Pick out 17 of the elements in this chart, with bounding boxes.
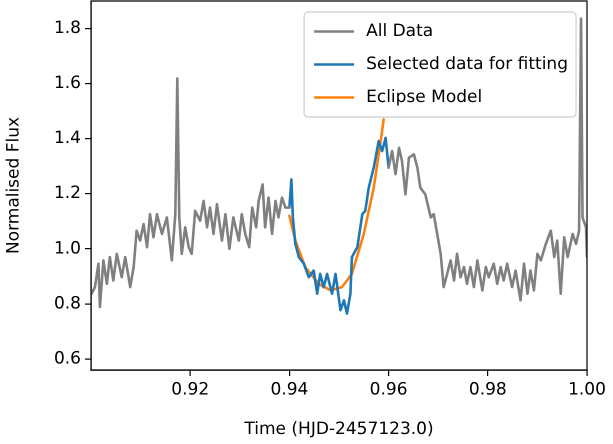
x-tick-label: 0.92 [171,380,210,400]
y-tick-label: 0.8 [54,293,81,314]
x-tick-label: 1.00 [568,380,606,400]
y-tick-label: 1.2 [54,183,81,204]
y-tick-label: 1.4 [54,128,81,148]
legend-label: Selected data for fitting [366,54,568,74]
x-tick-label: 0.98 [468,380,507,400]
y-tick-label: 1.8 [54,18,81,38]
y-tick-label: 0.6 [54,348,81,368]
x-axis-title: Time (HJD-2457123.0) [243,419,434,440]
legend-label: All Data [366,20,434,41]
legend-label: Eclipse Model [366,86,482,107]
y-tick-label: 1.6 [54,73,81,94]
x-tick-label: 0.96 [370,380,408,400]
y-axis-title: Normalised Flux [4,116,24,254]
y-tick-label: 1.0 [54,238,81,258]
x-tick-label: 0.94 [270,380,308,400]
